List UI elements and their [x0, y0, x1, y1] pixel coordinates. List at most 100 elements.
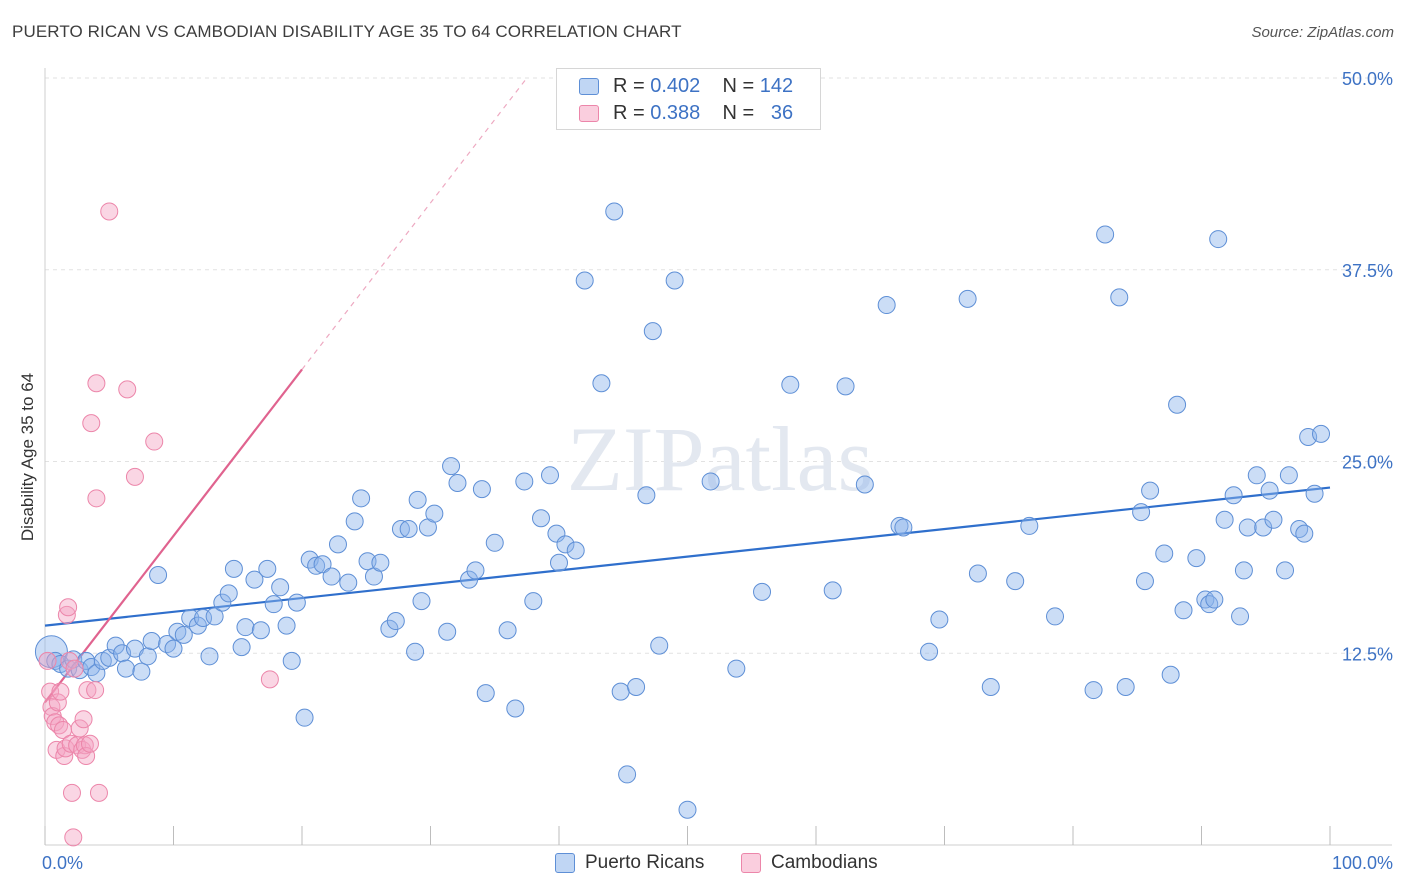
series-label: Puerto Ricans [585, 852, 705, 873]
puerto-rican-point [1174, 601, 1193, 620]
cambodian-point [48, 693, 67, 712]
y-tick-label: 12.5% [1342, 644, 1393, 664]
legend-r-value: 0.402 [650, 75, 701, 97]
puerto-rican-point [307, 556, 326, 575]
puerto-rican-point [611, 682, 630, 701]
puerto-rican-point [164, 639, 183, 658]
puerto-rican-point [1110, 288, 1129, 307]
puerto-rican-point [877, 296, 896, 315]
puerto-rican-point [968, 564, 987, 583]
y-tick-labels: 12.5% 25.0% 37.5% 50.0% [1342, 69, 1393, 664]
puerto-rican-point [1132, 503, 1151, 522]
y-tick-label: 50.0% [1342, 69, 1393, 89]
puerto-rican-point [836, 377, 855, 396]
puerto-rican-point [224, 559, 243, 578]
puerto-rican-point [106, 636, 125, 655]
puerto-rican-point [251, 621, 270, 640]
cambodian-point [145, 432, 164, 451]
puerto-rican-point [258, 559, 277, 578]
cambodian-point [125, 467, 144, 486]
puerto-rican-point [855, 475, 874, 494]
puerto-rican-point [532, 509, 551, 528]
puerto-rican-point [1187, 549, 1206, 568]
puerto-rican-point [1020, 516, 1039, 535]
series-swatch-cambodians [741, 853, 761, 873]
puerto-rican-point [287, 593, 306, 612]
puerto-rican-point [386, 612, 405, 631]
puerto-rican-point [322, 567, 341, 586]
puerto-rican-point [1276, 561, 1295, 580]
legend-r-label: R = [613, 75, 645, 97]
x-tick-label: 0.0% [42, 853, 83, 873]
cambodian-point [86, 681, 105, 700]
puerto-rican-point [460, 570, 479, 589]
puerto-rican-point [1234, 561, 1253, 580]
legend-r-value: 0.388 [650, 102, 701, 124]
axes [44, 68, 1392, 846]
puerto-rican-point [1155, 544, 1174, 563]
puerto-rican-point [1295, 524, 1314, 543]
legend-swatch-puerto-ricans [579, 78, 599, 95]
series-legend: Puerto Ricans Cambodians [0, 850, 1406, 880]
puerto-rican-point [1161, 665, 1180, 684]
cambodian-point [78, 681, 97, 700]
puerto-rican-point [823, 581, 842, 600]
puerto-rican-point [313, 555, 332, 574]
legend-n-value: 36 [770, 102, 794, 124]
puerto-rican-point [781, 375, 800, 394]
puerto-rican-point [138, 647, 157, 666]
puerto-rican-point [1305, 484, 1324, 503]
puerto-rican-point [1279, 466, 1298, 485]
x-tick-labels: 0.0% 100.0% [42, 853, 1393, 873]
puerto-rican-point [380, 619, 399, 638]
puerto-rican-point [1247, 466, 1266, 485]
cambodian-point [80, 734, 99, 753]
puerto-rican-point [1209, 230, 1228, 249]
puerto-rican-point [753, 582, 772, 601]
cambodian-point [61, 734, 80, 753]
series-swatch-puerto-ricans [555, 853, 575, 873]
cambodian-point [64, 828, 83, 847]
puerto-rican-point [472, 480, 491, 499]
legend-n-label: N = [722, 75, 755, 97]
puerto-rican-point [1254, 518, 1273, 537]
puerto-rican-point [515, 472, 534, 491]
cambodian-point [87, 374, 106, 393]
puerto-rican-point [442, 457, 461, 476]
trend-line [44, 486, 1331, 627]
cambodian-point [70, 719, 89, 738]
puerto-rican-point [328, 535, 347, 554]
puerto-rican-point [158, 635, 177, 654]
legend-n-label: N = [722, 102, 755, 124]
puerto-rican-point [637, 486, 656, 505]
puerto-rican-point [958, 289, 977, 308]
puerto-rican-point [282, 651, 301, 670]
puerto-rican-point [1215, 510, 1234, 529]
puerto-rican-point [618, 765, 637, 784]
puerto-rican-point [200, 647, 219, 666]
puerto-rican-point [1084, 681, 1103, 700]
puerto-rican-point [1116, 677, 1135, 696]
puerto-rican-point [476, 684, 495, 703]
puerto-rican-point [556, 535, 575, 554]
puerto-rican-point [277, 616, 296, 635]
puerto-rican-point [575, 271, 594, 290]
puerto-rican-point [232, 638, 251, 657]
puerto-rican-point [391, 519, 410, 538]
puerto-rican-point [194, 608, 213, 627]
puerto-rican-point [174, 625, 193, 644]
puerto-rican-point [894, 518, 913, 537]
chart-title: PUERTO RICAN VS CAMBODIAN DISABILITY AGE… [12, 22, 682, 41]
puerto-rican-point [181, 608, 200, 627]
puerto-rican-point [132, 662, 151, 681]
puerto-rican-point [213, 593, 232, 612]
data-points [34, 202, 1331, 847]
puerto-rican-point [1168, 395, 1187, 414]
puerto-rican-point [981, 677, 1000, 696]
watermark: ZIPatlas [567, 408, 874, 510]
puerto-rican-point [506, 699, 525, 718]
puerto-rican-point [59, 659, 78, 678]
puerto-rican-point [345, 512, 364, 531]
puerto-rican-point [930, 610, 949, 629]
puerto-rican-point [466, 561, 485, 580]
